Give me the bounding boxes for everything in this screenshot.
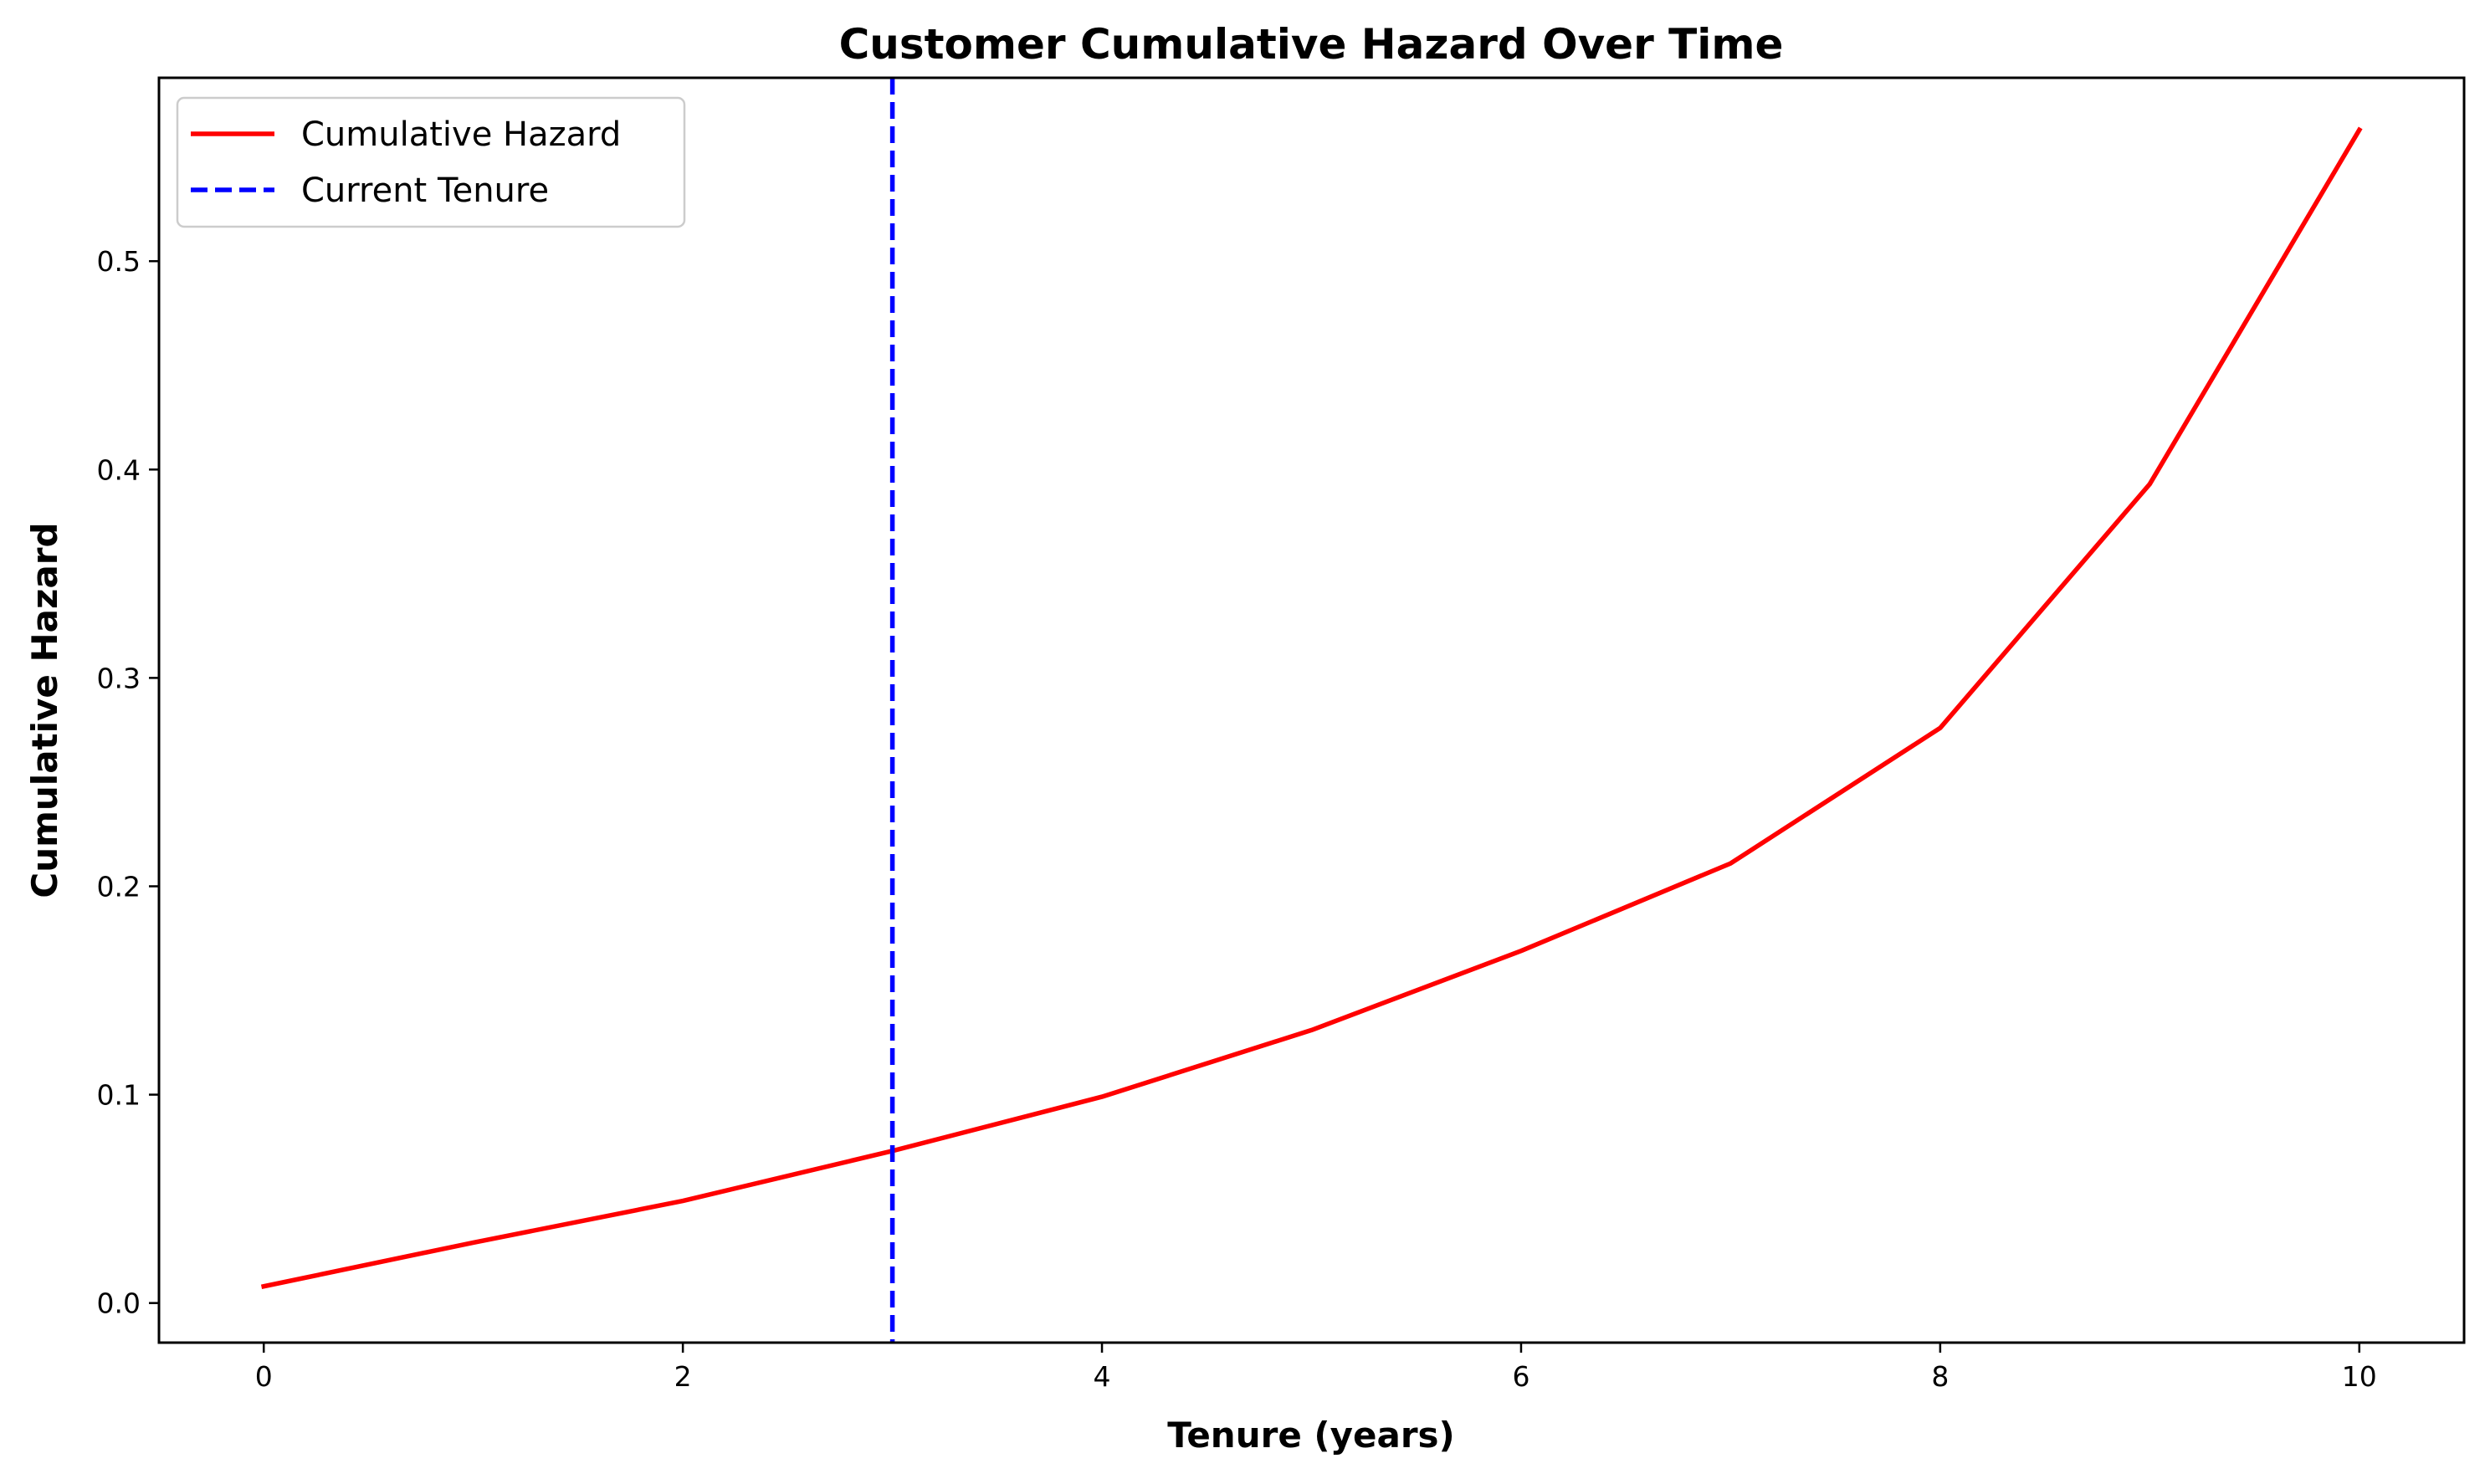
- legend: Cumulative Hazard Current Tenure: [176, 96, 686, 228]
- plot-frame: [157, 76, 2466, 1344]
- y-tick-label: 0.4: [97, 453, 141, 486]
- x-tick-label: 10: [2342, 1360, 2377, 1393]
- x-tick-label: 6: [1512, 1360, 1529, 1393]
- plot-content: [260, 78, 2363, 1343]
- x-tick-label: 0: [255, 1360, 273, 1393]
- x-tick-label: 2: [674, 1360, 692, 1393]
- x-axis-label: Tenure (years): [1167, 1415, 1455, 1456]
- series-line-cumulative-hazard: [260, 126, 2363, 1289]
- x-axis-ticks: 0 2 4 6 8 10: [255, 1343, 2377, 1393]
- y-tick-label: 0.1: [97, 1079, 141, 1112]
- legend-label-current-tenure: Current Tenure: [301, 171, 549, 210]
- chart-title: Customer Cumulative Hazard Over Time: [839, 20, 1784, 69]
- legend-label-cumulative-hazard: Cumulative Hazard: [301, 115, 621, 154]
- x-tick-label: 4: [1094, 1360, 1111, 1393]
- y-tick-label: 0.0: [97, 1287, 141, 1320]
- y-axis-ticks: 0.0 0.1 0.2 0.3 0.4 0.5: [97, 245, 159, 1320]
- y-tick-label: 0.5: [97, 245, 141, 278]
- y-tick-label: 0.2: [97, 870, 141, 903]
- legend-frame: [176, 96, 686, 228]
- x-tick-label: 8: [1931, 1360, 1949, 1393]
- y-axis-label: Cumulative Hazard: [24, 522, 65, 898]
- y-tick-label: 0.3: [97, 662, 141, 694]
